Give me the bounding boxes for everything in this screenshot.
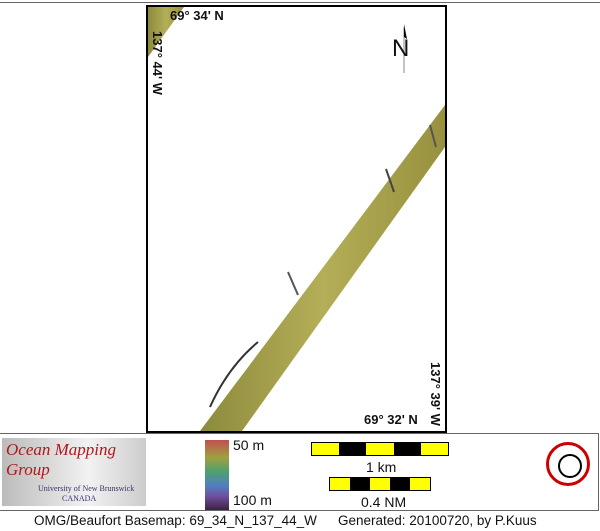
swath-main [200,105,445,431]
right-longitude-label: 137° 39' W [428,362,443,426]
generated-label: Generated: 20100720, by P.Kuus [338,513,537,528]
depth-top-label: 50 m [233,437,265,453]
legend-panel: Ocean Mapping Group University of New Br… [0,433,599,511]
nm-scale-bar [329,477,431,491]
sand-wave [429,124,437,148]
top-latitude-label: 69° 34' N [170,8,224,23]
depth-bottom-label: 100 m [233,492,272,508]
group-name: Ocean Mapping Group [6,440,117,479]
globe-icon [558,454,582,478]
bottom-latitude-label: 69° 32' N [364,412,418,427]
swath-corner [148,7,184,57]
nm-scale-label: 0.4 NM [361,494,407,510]
basemap-label: OMG/Beaufort Basemap: 69_34_N_137_44_W [34,513,317,528]
left-longitude-label: 137° 44' W [150,31,165,95]
km-scale-bar [311,442,449,456]
sand-wave [385,168,395,193]
university-name: University of New Brunswick [38,484,135,493]
top-border [0,2,600,3]
sand-wave [209,341,259,408]
depth-colorbar [205,440,229,510]
map-frame: 69° 34' N 137° 44' W 69° 32' N 137° 39' … [146,5,447,433]
bathymetry-swath [148,7,445,431]
unb-geodesy-logo [546,442,590,486]
north-arrow-head [404,24,407,39]
north-arrow-letter: N [392,35,410,62]
omg-logo: Ocean Mapping Group University of New Br… [2,438,146,506]
km-scale-label: 1 km [366,459,397,475]
sand-wave [287,271,299,296]
country: CANADA [62,494,97,503]
